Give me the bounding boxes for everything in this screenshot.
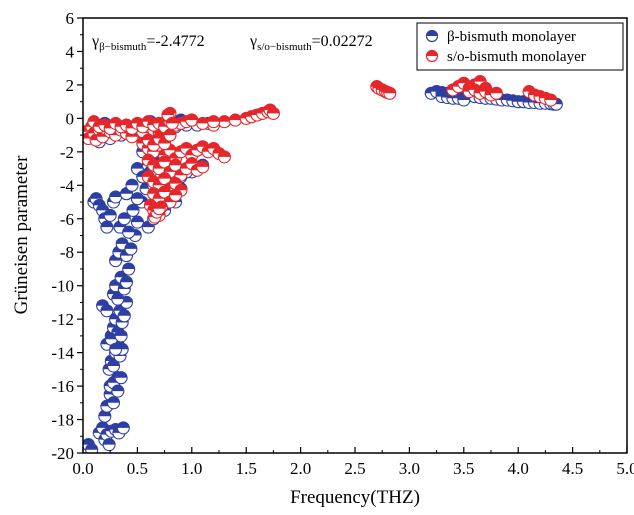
data-point <box>130 192 144 206</box>
data-point <box>114 329 128 343</box>
data-point <box>228 113 242 127</box>
x-tick-label: 0.5 <box>127 459 148 478</box>
data-point <box>196 116 210 130</box>
data-point <box>117 309 131 323</box>
x-tick-label: 4.5 <box>562 459 583 478</box>
y-tick-label: -18 <box>51 411 74 430</box>
x-tick-label: 1.0 <box>181 459 202 478</box>
data-point <box>185 113 199 127</box>
data-point <box>85 443 99 453</box>
data-point <box>544 93 558 107</box>
annotation-so: γs/o−bismuth=0.02272 <box>249 33 373 53</box>
x-tick-label: 4.0 <box>508 459 529 478</box>
y-tick-label: -4 <box>60 176 75 195</box>
data-point <box>106 359 121 373</box>
legend-marker-so <box>425 49 439 63</box>
axis-ticks: 0.0 0.5 1.0 1.5 2.0 2.5 3.0 3.5 4.0 4.5 5.0 6 4 2 0 -2 -… <box>51 9 634 478</box>
data-point <box>165 116 179 130</box>
x-tick-label: 3.0 <box>399 459 420 478</box>
data-point <box>111 384 125 398</box>
data-point <box>117 212 131 226</box>
y-tick-label: 2 <box>66 76 75 95</box>
data-point <box>196 160 210 174</box>
x-tick-label: 3.5 <box>453 459 474 478</box>
legend-marker-beta <box>425 29 439 43</box>
y-tick-label: -2 <box>60 143 74 162</box>
x-axis-title: Frequency(THZ) <box>290 487 420 508</box>
data-points <box>83 75 563 453</box>
svg-text:γs/o−bismuth=0.02272: γs/o−bismuth=0.02272 <box>249 33 373 53</box>
plot-frame <box>82 17 628 454</box>
annotation-so-symbol: γ <box>249 33 257 50</box>
data-point <box>130 215 144 229</box>
data-point <box>383 86 397 100</box>
y-tick-label: 6 <box>66 9 75 28</box>
data-point <box>207 115 221 129</box>
y-tick-label: -16 <box>51 377 74 396</box>
legend-label-beta: β-bismuth monolayer <box>447 29 576 45</box>
data-point <box>100 304 114 318</box>
legend: β-bismuth monolayer s/o-bismuth monolaye… <box>416 22 624 71</box>
x-tick-label: 0.0 <box>72 459 93 478</box>
legend-label-so: s/o-bismuth monolayer <box>447 49 586 65</box>
data-point <box>163 128 177 142</box>
data-point <box>114 371 128 385</box>
y-tick-label: -6 <box>60 210 74 229</box>
data-point <box>102 438 116 452</box>
data-point <box>217 115 231 129</box>
y-tick-label: -20 <box>51 444 74 463</box>
x-tick-label: 1.5 <box>236 459 257 478</box>
data-point <box>104 332 118 346</box>
y-tick-label: 0 <box>66 109 75 128</box>
x-tick-label: 2.5 <box>344 459 365 478</box>
y-tick-label: -12 <box>51 310 74 329</box>
data-point <box>116 421 130 435</box>
data-point <box>125 178 139 192</box>
y-tick-label: -8 <box>60 243 74 262</box>
data-point <box>126 203 140 217</box>
annotation-so-value: =0.02272 <box>312 33 373 50</box>
data-point <box>489 86 503 100</box>
series-1 <box>83 75 558 224</box>
annotation-beta-value: =-2.4772 <box>146 33 204 50</box>
y-tick-label: -10 <box>51 277 74 296</box>
x-tick-label: 2.0 <box>290 459 311 478</box>
annotation-so-sub: s/o−bismuth <box>257 41 312 53</box>
data-point <box>124 242 138 256</box>
annotation-beta-sub: β−bismuth <box>99 41 147 53</box>
data-point <box>100 220 114 234</box>
legend-box <box>416 22 624 71</box>
data-point <box>266 106 280 120</box>
data-point <box>106 396 121 410</box>
x-tick-label: 5.0 <box>616 459 634 478</box>
data-point <box>122 225 136 239</box>
data-point <box>152 202 166 216</box>
annotation-beta-symbol: γ <box>91 33 99 50</box>
data-point <box>122 262 136 276</box>
data-point <box>168 188 183 202</box>
data-point <box>217 150 231 164</box>
data-point <box>111 292 125 306</box>
annotation-beta: γβ−bismuth=-2.4772 <box>91 33 205 53</box>
data-point <box>158 185 172 199</box>
data-point <box>109 342 123 356</box>
data-point <box>103 208 117 222</box>
y-tick-label: -14 <box>51 344 74 363</box>
y-tick-label: 4 <box>66 42 75 61</box>
y-axis-title: Grüneisen parameter <box>11 155 32 314</box>
svg-text:γβ−bismuth=-2.4772: γβ−bismuth=-2.4772 <box>91 33 205 53</box>
data-point <box>119 275 134 289</box>
data-point <box>109 190 123 204</box>
data-point <box>158 172 172 186</box>
